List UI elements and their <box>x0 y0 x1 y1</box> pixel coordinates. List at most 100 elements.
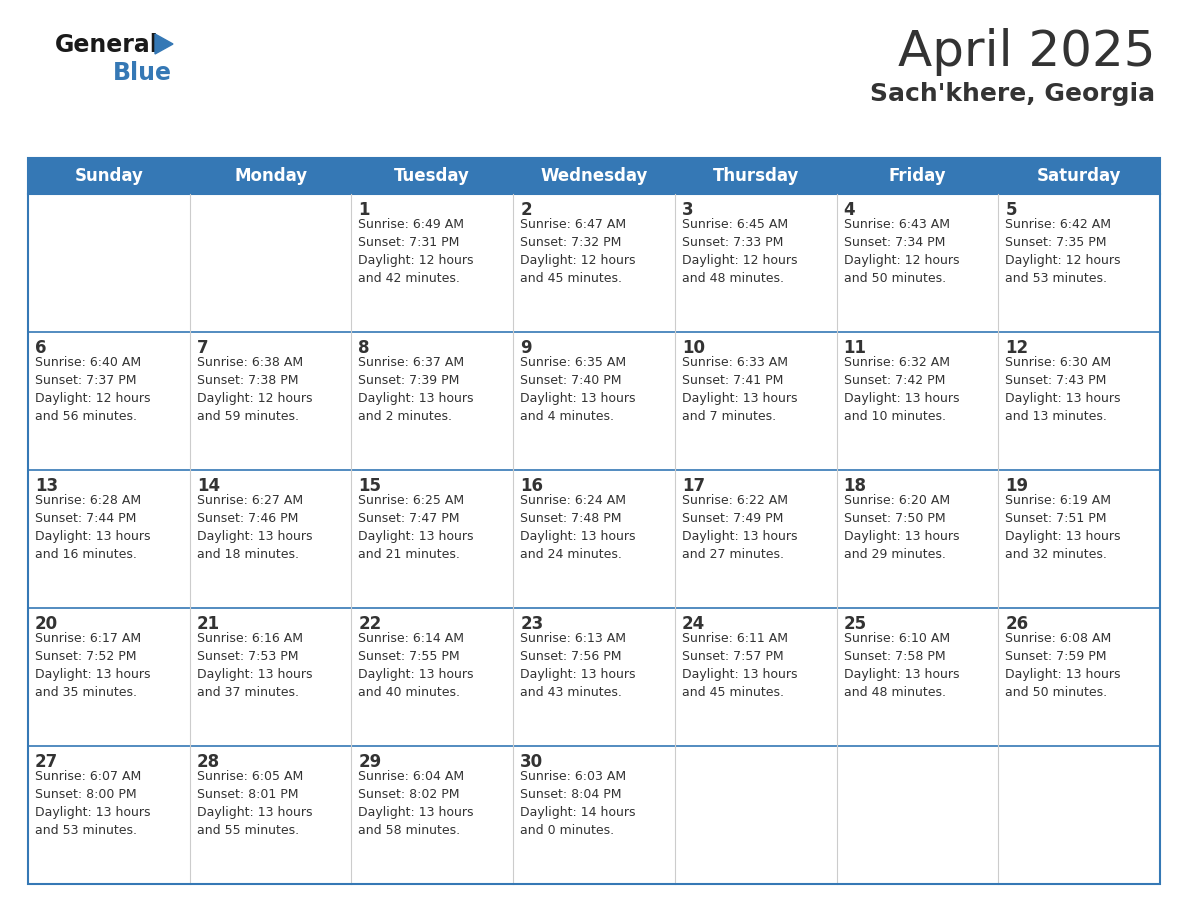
Text: 18: 18 <box>843 477 866 495</box>
Text: Sunday: Sunday <box>75 167 144 185</box>
Text: 16: 16 <box>520 477 543 495</box>
Text: Sunrise: 6:22 AM
Sunset: 7:49 PM
Daylight: 13 hours
and 27 minutes.: Sunrise: 6:22 AM Sunset: 7:49 PM Dayligh… <box>682 494 797 561</box>
Bar <box>29 746 190 884</box>
Text: Sunrise: 6:38 AM
Sunset: 7:38 PM
Daylight: 12 hours
and 59 minutes.: Sunrise: 6:38 AM Sunset: 7:38 PM Dayligh… <box>197 356 312 423</box>
Text: Sunrise: 6:40 AM
Sunset: 7:37 PM
Daylight: 12 hours
and 56 minutes.: Sunrise: 6:40 AM Sunset: 7:37 PM Dayligh… <box>34 356 151 423</box>
Text: 3: 3 <box>682 201 694 219</box>
Bar <box>998 746 1159 884</box>
Bar <box>29 608 190 746</box>
Polygon shape <box>154 34 173 54</box>
Text: Friday: Friday <box>889 167 946 185</box>
Bar <box>675 746 836 884</box>
Text: 26: 26 <box>1005 615 1029 633</box>
Text: 9: 9 <box>520 339 532 357</box>
Bar <box>29 332 190 470</box>
Text: Saturday: Saturday <box>1037 167 1121 185</box>
Text: 2: 2 <box>520 201 532 219</box>
Text: Wednesday: Wednesday <box>541 167 647 185</box>
Text: 11: 11 <box>843 339 866 357</box>
Bar <box>190 746 352 884</box>
Text: Sunrise: 6:16 AM
Sunset: 7:53 PM
Daylight: 13 hours
and 37 minutes.: Sunrise: 6:16 AM Sunset: 7:53 PM Dayligh… <box>197 632 312 699</box>
Text: Sunrise: 6:42 AM
Sunset: 7:35 PM
Daylight: 12 hours
and 53 minutes.: Sunrise: 6:42 AM Sunset: 7:35 PM Dayligh… <box>1005 218 1120 285</box>
Bar <box>352 194 513 332</box>
Bar <box>190 194 352 332</box>
Text: 4: 4 <box>843 201 855 219</box>
Bar <box>675 332 836 470</box>
Bar <box>190 332 352 470</box>
Bar <box>675 194 836 332</box>
Text: Sunrise: 6:17 AM
Sunset: 7:52 PM
Daylight: 13 hours
and 35 minutes.: Sunrise: 6:17 AM Sunset: 7:52 PM Dayligh… <box>34 632 151 699</box>
Text: Sach'khere, Georgia: Sach'khere, Georgia <box>870 82 1155 106</box>
Text: 7: 7 <box>197 339 208 357</box>
Text: Sunrise: 6:14 AM
Sunset: 7:55 PM
Daylight: 13 hours
and 40 minutes.: Sunrise: 6:14 AM Sunset: 7:55 PM Dayligh… <box>359 632 474 699</box>
Text: 24: 24 <box>682 615 706 633</box>
Text: Tuesday: Tuesday <box>394 167 470 185</box>
Text: 28: 28 <box>197 753 220 771</box>
Bar <box>352 608 513 746</box>
Bar <box>352 332 513 470</box>
Text: 14: 14 <box>197 477 220 495</box>
Text: Sunrise: 6:30 AM
Sunset: 7:43 PM
Daylight: 13 hours
and 13 minutes.: Sunrise: 6:30 AM Sunset: 7:43 PM Dayligh… <box>1005 356 1120 423</box>
Text: Sunrise: 6:47 AM
Sunset: 7:32 PM
Daylight: 12 hours
and 45 minutes.: Sunrise: 6:47 AM Sunset: 7:32 PM Dayligh… <box>520 218 636 285</box>
Text: Sunrise: 6:28 AM
Sunset: 7:44 PM
Daylight: 13 hours
and 16 minutes.: Sunrise: 6:28 AM Sunset: 7:44 PM Dayligh… <box>34 494 151 561</box>
Bar <box>29 158 1159 884</box>
Text: Sunrise: 6:19 AM
Sunset: 7:51 PM
Daylight: 13 hours
and 32 minutes.: Sunrise: 6:19 AM Sunset: 7:51 PM Dayligh… <box>1005 494 1120 561</box>
Text: Sunrise: 6:33 AM
Sunset: 7:41 PM
Daylight: 13 hours
and 7 minutes.: Sunrise: 6:33 AM Sunset: 7:41 PM Dayligh… <box>682 356 797 423</box>
Text: 1: 1 <box>359 201 369 219</box>
Text: 23: 23 <box>520 615 543 633</box>
Bar <box>513 746 675 884</box>
Text: General: General <box>55 33 159 57</box>
Text: Monday: Monday <box>234 167 308 185</box>
Text: 27: 27 <box>34 753 58 771</box>
Text: Sunrise: 6:35 AM
Sunset: 7:40 PM
Daylight: 13 hours
and 4 minutes.: Sunrise: 6:35 AM Sunset: 7:40 PM Dayligh… <box>520 356 636 423</box>
Bar <box>513 608 675 746</box>
Text: Sunrise: 6:43 AM
Sunset: 7:34 PM
Daylight: 12 hours
and 50 minutes.: Sunrise: 6:43 AM Sunset: 7:34 PM Dayligh… <box>843 218 959 285</box>
Bar <box>29 194 190 332</box>
Text: 29: 29 <box>359 753 381 771</box>
Bar <box>998 332 1159 470</box>
Bar <box>998 608 1159 746</box>
Text: Sunrise: 6:24 AM
Sunset: 7:48 PM
Daylight: 13 hours
and 24 minutes.: Sunrise: 6:24 AM Sunset: 7:48 PM Dayligh… <box>520 494 636 561</box>
Text: Sunrise: 6:25 AM
Sunset: 7:47 PM
Daylight: 13 hours
and 21 minutes.: Sunrise: 6:25 AM Sunset: 7:47 PM Dayligh… <box>359 494 474 561</box>
Text: 5: 5 <box>1005 201 1017 219</box>
Text: 25: 25 <box>843 615 867 633</box>
Bar <box>836 470 998 608</box>
Text: Sunrise: 6:49 AM
Sunset: 7:31 PM
Daylight: 12 hours
and 42 minutes.: Sunrise: 6:49 AM Sunset: 7:31 PM Dayligh… <box>359 218 474 285</box>
Bar <box>29 470 190 608</box>
Bar <box>836 332 998 470</box>
Bar <box>836 194 998 332</box>
Text: Sunrise: 6:13 AM
Sunset: 7:56 PM
Daylight: 13 hours
and 43 minutes.: Sunrise: 6:13 AM Sunset: 7:56 PM Dayligh… <box>520 632 636 699</box>
Bar <box>513 194 675 332</box>
Text: 19: 19 <box>1005 477 1029 495</box>
Text: 8: 8 <box>359 339 369 357</box>
Bar <box>998 470 1159 608</box>
Text: Sunrise: 6:37 AM
Sunset: 7:39 PM
Daylight: 13 hours
and 2 minutes.: Sunrise: 6:37 AM Sunset: 7:39 PM Dayligh… <box>359 356 474 423</box>
Text: Thursday: Thursday <box>713 167 798 185</box>
Bar <box>513 332 675 470</box>
Text: Sunrise: 6:32 AM
Sunset: 7:42 PM
Daylight: 13 hours
and 10 minutes.: Sunrise: 6:32 AM Sunset: 7:42 PM Dayligh… <box>843 356 959 423</box>
Text: Sunrise: 6:05 AM
Sunset: 8:01 PM
Daylight: 13 hours
and 55 minutes.: Sunrise: 6:05 AM Sunset: 8:01 PM Dayligh… <box>197 770 312 837</box>
Text: 12: 12 <box>1005 339 1029 357</box>
Bar <box>513 470 675 608</box>
Text: 17: 17 <box>682 477 704 495</box>
Text: 6: 6 <box>34 339 46 357</box>
Text: Sunrise: 6:45 AM
Sunset: 7:33 PM
Daylight: 12 hours
and 48 minutes.: Sunrise: 6:45 AM Sunset: 7:33 PM Dayligh… <box>682 218 797 285</box>
Bar <box>352 470 513 608</box>
Bar <box>675 470 836 608</box>
Bar <box>352 746 513 884</box>
Text: Sunrise: 6:10 AM
Sunset: 7:58 PM
Daylight: 13 hours
and 48 minutes.: Sunrise: 6:10 AM Sunset: 7:58 PM Dayligh… <box>843 632 959 699</box>
Text: 30: 30 <box>520 753 543 771</box>
Text: Sunrise: 6:04 AM
Sunset: 8:02 PM
Daylight: 13 hours
and 58 minutes.: Sunrise: 6:04 AM Sunset: 8:02 PM Dayligh… <box>359 770 474 837</box>
Text: April 2025: April 2025 <box>897 28 1155 76</box>
Text: Blue: Blue <box>113 61 172 85</box>
Text: Sunrise: 6:20 AM
Sunset: 7:50 PM
Daylight: 13 hours
and 29 minutes.: Sunrise: 6:20 AM Sunset: 7:50 PM Dayligh… <box>843 494 959 561</box>
Bar <box>29 158 1159 194</box>
Text: 10: 10 <box>682 339 704 357</box>
Bar <box>836 608 998 746</box>
Text: 13: 13 <box>34 477 58 495</box>
Text: Sunrise: 6:07 AM
Sunset: 8:00 PM
Daylight: 13 hours
and 53 minutes.: Sunrise: 6:07 AM Sunset: 8:00 PM Dayligh… <box>34 770 151 837</box>
Text: Sunrise: 6:08 AM
Sunset: 7:59 PM
Daylight: 13 hours
and 50 minutes.: Sunrise: 6:08 AM Sunset: 7:59 PM Dayligh… <box>1005 632 1120 699</box>
Bar <box>998 194 1159 332</box>
Text: Sunrise: 6:03 AM
Sunset: 8:04 PM
Daylight: 14 hours
and 0 minutes.: Sunrise: 6:03 AM Sunset: 8:04 PM Dayligh… <box>520 770 636 837</box>
Text: Sunrise: 6:27 AM
Sunset: 7:46 PM
Daylight: 13 hours
and 18 minutes.: Sunrise: 6:27 AM Sunset: 7:46 PM Dayligh… <box>197 494 312 561</box>
